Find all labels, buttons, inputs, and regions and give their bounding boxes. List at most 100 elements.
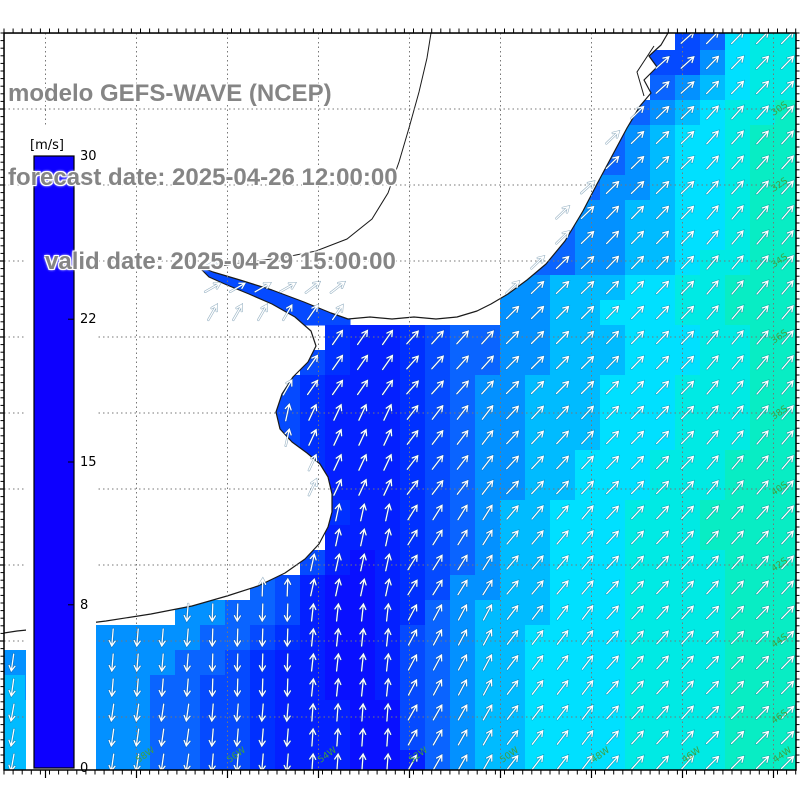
wind-arrow: [630, 280, 645, 295]
wind-arrow: [457, 754, 468, 770]
wind-arrow: [133, 653, 141, 673]
wind-arrow: [680, 280, 695, 295]
wind-arrow: [706, 480, 719, 495]
wind-arrow: [506, 580, 519, 595]
wind-arrow: [482, 504, 493, 521]
wind-arrow: [630, 355, 645, 370]
wind-arrow: [309, 752, 317, 770]
wind-arrow: [506, 604, 519, 620]
wind-arrow: [755, 605, 770, 620]
wind-arrow: [334, 702, 342, 722]
wind-arrow: [580, 230, 595, 245]
wind-arrow: [655, 280, 670, 295]
wind-arrow: [505, 330, 520, 345]
wind-arrow: [655, 130, 670, 145]
wind-arrow: [705, 755, 720, 770]
wind-arrow: [506, 629, 519, 645]
wind-arrow: [605, 230, 620, 245]
wind-arrow: [630, 230, 645, 245]
sea-cell: [775, 33, 796, 51]
wind-arrow: [731, 430, 744, 445]
sea-cell: [475, 750, 501, 770]
wind-arrow: [283, 678, 292, 698]
wind-arrow: [756, 155, 770, 170]
wind-arrow: [309, 577, 317, 597]
wind-arrow: [333, 453, 343, 471]
wind-arrow: [681, 730, 695, 745]
wind-arrow: [705, 80, 720, 95]
wind-arrow: [631, 580, 645, 595]
sea-cell: [775, 625, 796, 651]
wind-arrow: [706, 580, 720, 595]
wind-arrow: [284, 402, 292, 422]
wind-arrow: [731, 505, 745, 520]
wind-arrow: [631, 705, 645, 720]
wind-arrow: [407, 653, 418, 671]
wind-arrow: [8, 728, 16, 748]
sea-cell: [775, 650, 796, 676]
wind-arrow: [756, 105, 770, 120]
wind-arrow: [606, 555, 620, 570]
wind-arrow: [781, 180, 795, 195]
wind-arrow: [580, 380, 595, 395]
wind-arrow: [681, 605, 695, 620]
wind-arrow: [655, 355, 670, 370]
wind-arrow: [556, 405, 570, 420]
colorbar-gradient: [33, 155, 75, 769]
wind-arrow: [233, 678, 242, 698]
wind-arrow: [556, 729, 569, 745]
wind-arrow: [656, 505, 670, 520]
wind-arrow: [706, 255, 719, 270]
sea-cell: [500, 750, 526, 770]
wind-arrow: [681, 580, 695, 595]
wind-arrow: [407, 754, 418, 770]
wind-arrow: [530, 355, 545, 370]
wind-arrow: [383, 478, 393, 496]
wind-arrow: [406, 330, 420, 345]
wind-arrow: [706, 155, 720, 170]
wind-arrow: [431, 454, 444, 470]
sea-cell: [4, 700, 26, 726]
wind-arrow: [656, 555, 670, 570]
wind-arrow: [705, 55, 720, 70]
wind-arrow: [384, 627, 392, 647]
wind-arrow: [258, 577, 267, 597]
wind-arrow: [482, 529, 493, 546]
sea-cell: [775, 600, 796, 626]
wind-arrow: [656, 630, 670, 645]
wind-arrow: [359, 527, 367, 547]
wind-arrow: [756, 530, 770, 545]
wind-arrow: [309, 552, 317, 572]
wind-arrow: [706, 505, 720, 520]
wind-arrow: [656, 680, 670, 695]
wind-arrow: [780, 605, 795, 620]
wind-arrow: [133, 703, 141, 723]
wind-arrow: [108, 678, 116, 698]
wind-arrow: [233, 628, 242, 648]
wind-arrow: [681, 705, 695, 720]
wind-arrow: [333, 428, 343, 446]
wind-arrow: [406, 380, 420, 395]
wind-arrow: [334, 502, 342, 522]
wind-arrow: [481, 404, 494, 420]
wind-arrow: [331, 304, 344, 321]
wind-arrow: [208, 703, 216, 723]
wind-arrow: [359, 602, 367, 622]
wind-arrow: [556, 679, 569, 695]
wind-arrow: [482, 579, 493, 596]
land-layer: [4, 33, 669, 634]
wind-arrow: [731, 405, 744, 420]
wind-arrow: [359, 677, 367, 697]
wind-arrow: [481, 330, 495, 345]
wind-arrow: [705, 705, 720, 720]
wind-arrow: [731, 580, 745, 595]
wind-arrow: [359, 702, 367, 722]
wind-arrow: [731, 105, 745, 120]
wind-arrow: [655, 105, 670, 120]
wind-arrow: [631, 755, 645, 770]
wind-arrow: [756, 205, 769, 220]
wind-arrow: [283, 703, 291, 723]
wind-arrow: [258, 703, 266, 723]
wind-arrow: [605, 305, 620, 320]
